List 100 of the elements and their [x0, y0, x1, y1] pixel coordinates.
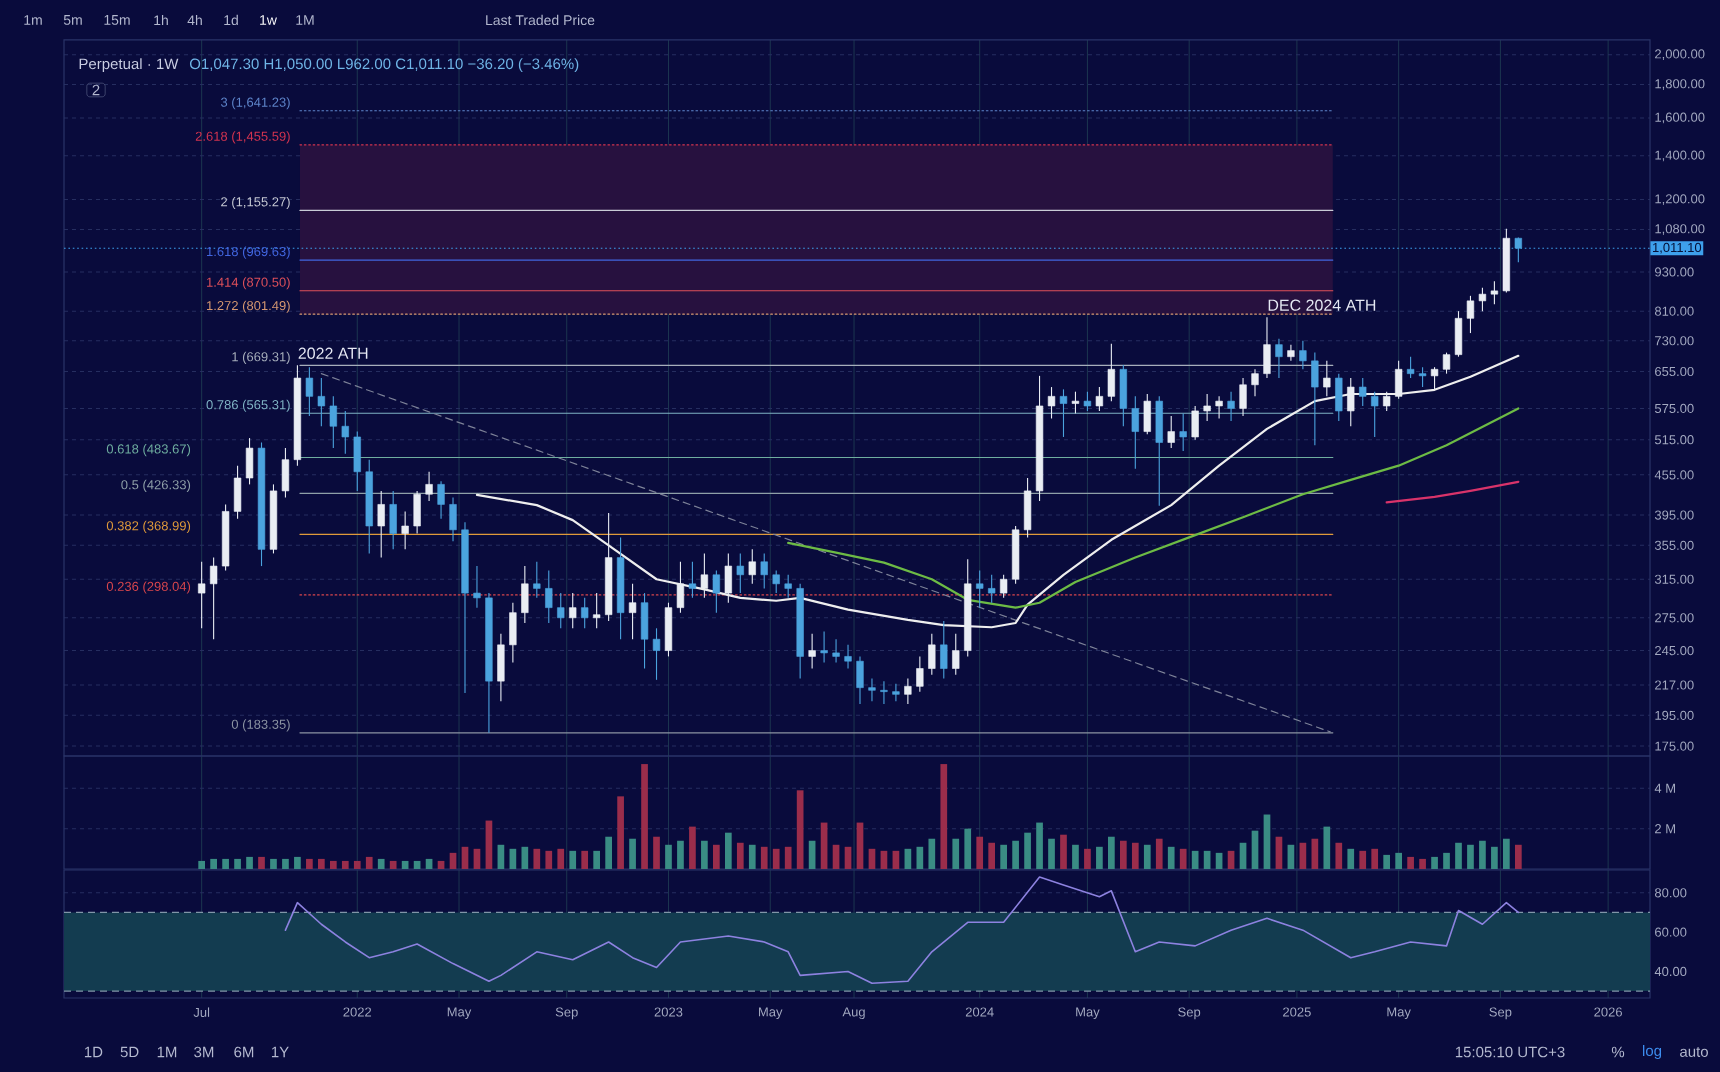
candlestick: [1287, 344, 1295, 362]
candlestick: [509, 602, 517, 663]
candlestick: [712, 569, 721, 614]
candlestick: [1430, 366, 1439, 390]
bar: [1143, 844, 1151, 869]
bar: [270, 858, 277, 869]
bar: [210, 858, 217, 869]
candlestick: [1299, 340, 1307, 370]
candlestick: [688, 561, 697, 599]
bar: [545, 850, 553, 869]
bar: [521, 846, 529, 869]
bar: [641, 764, 648, 869]
candlestick: [593, 592, 601, 629]
candlestick: [1131, 395, 1139, 470]
bar: [1131, 842, 1139, 869]
bar: [1119, 840, 1127, 869]
candlestick: [1191, 405, 1199, 441]
annotation: DEC 2024 ATH: [1268, 299, 1376, 311]
bar: [665, 844, 672, 869]
bar: [1000, 844, 1007, 869]
candlestick: [1406, 356, 1415, 379]
candlestick: [497, 633, 505, 702]
bar: [629, 838, 636, 869]
bar: [605, 836, 612, 869]
candlestick: [1359, 377, 1367, 407]
candlestick: [1095, 386, 1104, 412]
candlestick: [353, 431, 361, 492]
candlestick: [976, 569, 984, 609]
bar: [724, 832, 732, 869]
bar: [1155, 838, 1163, 869]
candlestick: [1119, 364, 1127, 427]
bar: [246, 856, 253, 869]
line-series: [284, 876, 1520, 985]
candlestick: [317, 377, 325, 427]
candlestick: [952, 633, 960, 676]
candlestick: [1071, 391, 1080, 414]
bar: [760, 846, 768, 869]
candlestick: [305, 366, 314, 417]
candlestick: [1490, 280, 1499, 305]
candlestick: [341, 410, 349, 455]
candlestick: [1155, 395, 1163, 507]
bar: [1108, 836, 1115, 869]
candlestick: [533, 561, 541, 599]
candlestick: [401, 510, 409, 550]
candlestick: [1107, 343, 1116, 402]
candlestick: [928, 633, 936, 676]
candlestick: [1335, 373, 1343, 422]
bar: [341, 860, 349, 869]
candlestick: [724, 552, 732, 604]
bar: [988, 842, 996, 869]
bar: [748, 844, 756, 869]
candlestick: [868, 678, 876, 702]
bar: [1467, 844, 1474, 869]
candlestick: [449, 497, 457, 542]
bar: [294, 856, 301, 869]
candlestick: [1215, 395, 1223, 420]
candlestick: [856, 655, 864, 705]
annotation: 2022 ATH: [298, 347, 368, 359]
bar: [1443, 852, 1450, 869]
candlestick: [473, 565, 481, 609]
candlestick: [1251, 368, 1259, 397]
candlestick: [1239, 377, 1247, 417]
bar: [1036, 822, 1043, 869]
bar: [1048, 838, 1055, 869]
bar: [1503, 838, 1510, 869]
bar: [689, 826, 696, 869]
candlestick: [940, 620, 948, 680]
line-series: [1385, 480, 1520, 504]
bar: [353, 860, 361, 869]
candlestick: [233, 465, 242, 520]
candlestick: [581, 597, 589, 629]
candlestick: [880, 680, 888, 705]
bar: [593, 850, 601, 869]
candlestick: [557, 592, 565, 629]
candlestick: [569, 592, 577, 629]
candlestick: [832, 638, 840, 663]
bar: [701, 840, 708, 869]
candlestick: [389, 490, 397, 550]
bar: [617, 796, 624, 869]
candlestick: [628, 583, 637, 640]
bar: [964, 828, 972, 869]
candlestick: [1047, 386, 1056, 420]
candlestick: [904, 678, 912, 705]
bar: [1012, 840, 1019, 869]
candlestick: [772, 569, 780, 594]
bar: [1419, 858, 1426, 869]
candlestick: [820, 630, 828, 663]
bar: [1407, 856, 1414, 869]
bar: [653, 836, 660, 869]
candlestick: [1059, 388, 1068, 438]
bar: [916, 846, 924, 869]
candlestick: [760, 552, 768, 589]
candlestick: [1275, 338, 1283, 379]
candlestick: [892, 683, 900, 702]
bar: [1395, 852, 1402, 869]
bar: [569, 850, 577, 869]
candlestick: [1478, 287, 1487, 312]
candlestick: [198, 561, 206, 629]
candlestick: [999, 574, 1008, 599]
bar: [1179, 848, 1187, 869]
